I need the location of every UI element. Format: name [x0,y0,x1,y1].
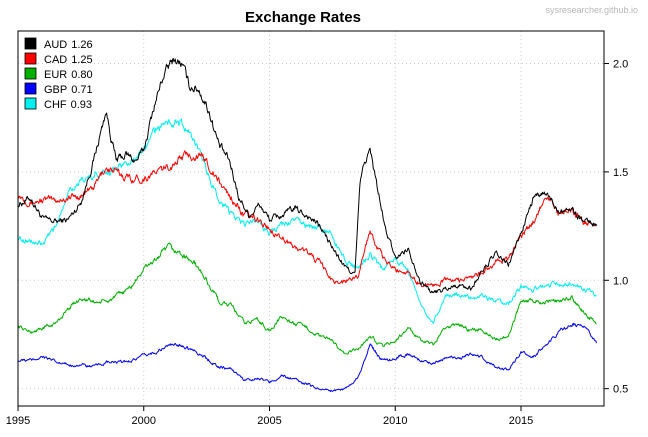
legend-swatch-cad [24,52,37,65]
legend-entry-chf: CHF 0.93 [44,99,92,111]
legend-swatch-aud [24,37,37,50]
series-line-cad [17,150,597,288]
series-line-gbp [17,322,597,392]
legend-swatch-gbp [24,82,37,95]
series-line-eur [17,242,597,355]
legend-entry-cad: CAD 1.25 [44,54,93,66]
legend-latest-value: 0.71 [71,84,92,96]
legend-latest-value: 0.80 [71,69,92,81]
legend-series-name: CAD [44,54,67,66]
plot-frame [17,30,605,407]
y-tick-label: 1.5 [613,167,628,179]
chart-title: Exchange Rates [245,9,361,26]
legend-swatch-chf [24,97,37,110]
legend-entry-gbp: GBP 0.71 [44,84,93,96]
y-tick-label: 0.5 [613,384,628,396]
x-tick-label: 2010 [383,415,407,427]
legend-entry-aud: AUD 1.26 [44,39,93,51]
x-tick-label: 1995 [6,415,30,427]
legend-latest-value: 1.25 [71,54,92,66]
series-lines [17,58,597,392]
x-tick-label: 2005 [257,415,281,427]
series-line-aud [17,58,597,294]
watermark-text: sysresearcher.github.io [545,5,638,15]
legend: AUD 1.26 CAD 1.25 EUR 0.80 GBP 0.71 CHF 0.93 [24,37,93,111]
legend-series-name: AUD [44,39,67,51]
legend-latest-value: 1.26 [71,39,92,51]
legend-latest-value: 0.93 [71,99,92,111]
y-tick-label: 1.0 [613,275,628,287]
y-tick-label: 2.0 [613,59,628,71]
series-line-chf [17,118,597,324]
x-tick-label: 2000 [132,415,156,427]
legend-series-name: EUR [44,69,67,81]
x-tick-label: 2015 [509,415,533,427]
legend-series-name: CHF [44,99,67,111]
legend-entry-eur: EUR 0.80 [44,69,93,81]
y-axis: 0.5 1.0 1.5 2.0 [604,59,628,396]
legend-series-name: GBP [44,84,67,96]
legend-swatch-eur [24,67,37,80]
x-axis: 1995 2000 2005 2010 2015 [6,406,533,427]
